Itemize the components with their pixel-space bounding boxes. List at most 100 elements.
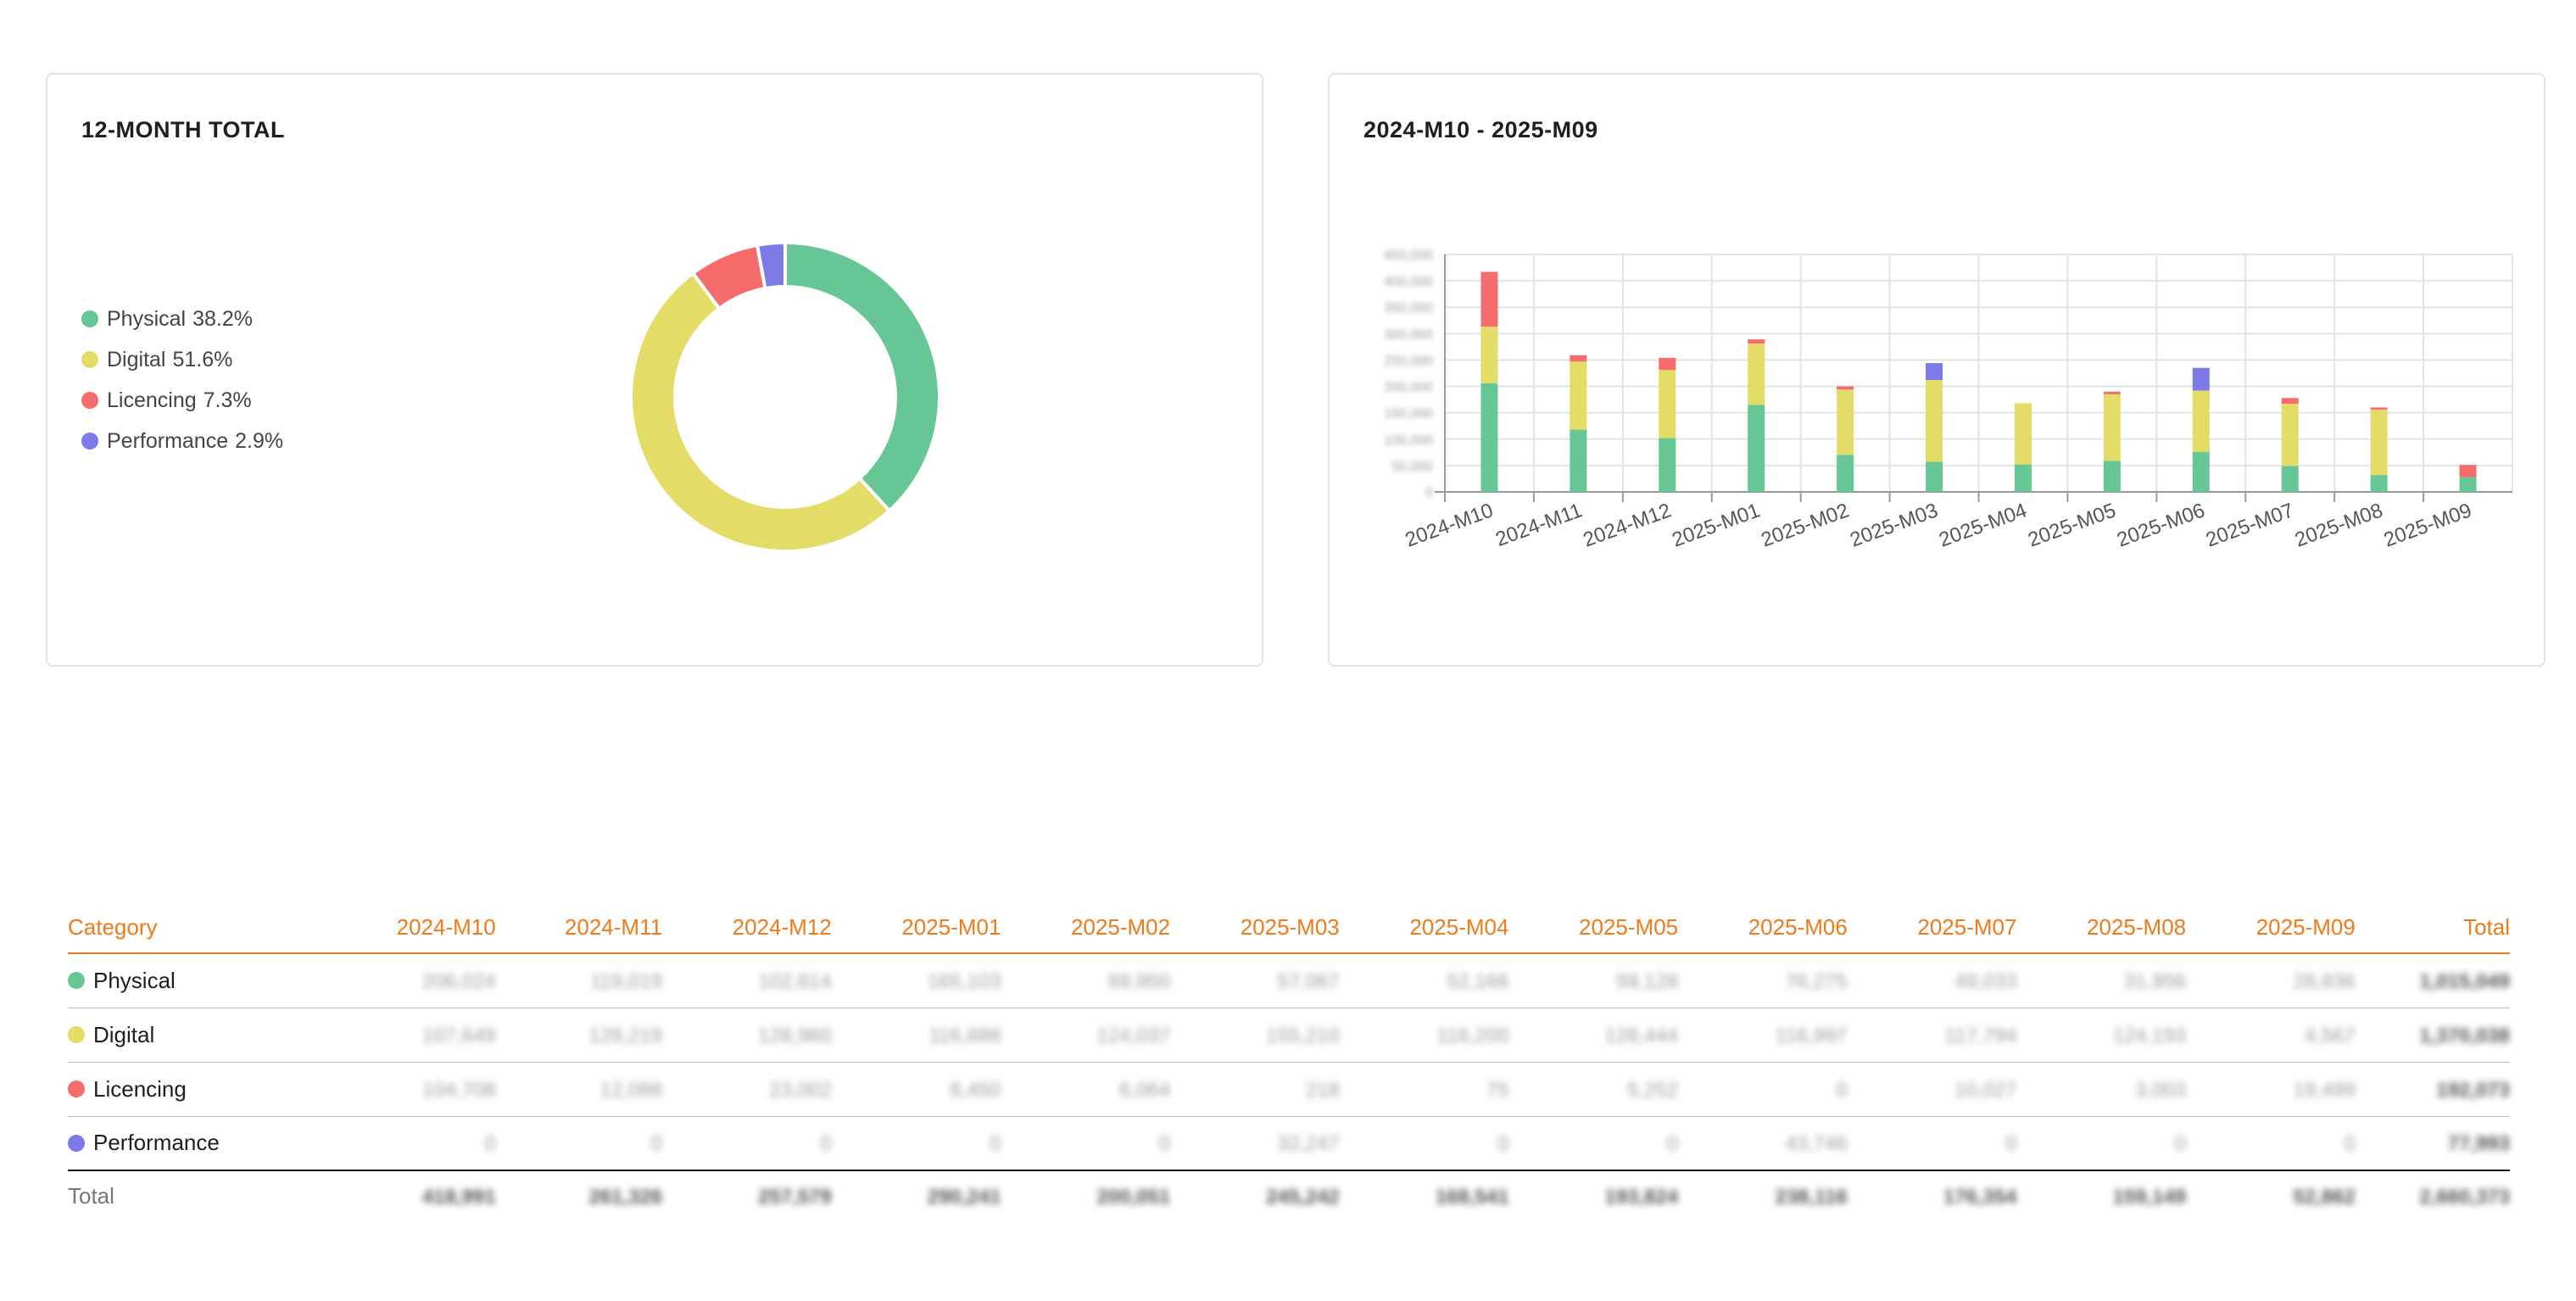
legend-item-digital[interactable]: Digital 51.6% bbox=[81, 339, 283, 380]
value-cell: 4,567 bbox=[2186, 1008, 2356, 1063]
cell-value: 10,027 bbox=[1954, 1078, 2017, 1102]
bar-digital-2025-m03 bbox=[1926, 380, 1943, 462]
column-header[interactable]: 2025-M09 bbox=[2186, 907, 2356, 954]
x-tick-label: 2025-M04 bbox=[1936, 499, 2030, 551]
cell-value: 107,649 bbox=[421, 1024, 496, 1047]
value-cell: 59,128 bbox=[1508, 953, 1679, 1008]
cell-value: 0 bbox=[1497, 1132, 1509, 1156]
category-dot-icon bbox=[68, 972, 85, 990]
cell-value: 128,960 bbox=[757, 1024, 832, 1047]
value-cell: 3,003 bbox=[2016, 1062, 2187, 1117]
total-value-cell: 261,326 bbox=[496, 1170, 662, 1221]
value-cell: 75 bbox=[1339, 1062, 1509, 1117]
y-tick-label: 50,000 bbox=[1391, 460, 1433, 474]
cell-value: 0 bbox=[1836, 1078, 1848, 1102]
y-tick-label: 300,000 bbox=[1384, 327, 1433, 342]
column-header[interactable]: 2025-M08 bbox=[2016, 907, 2187, 954]
category-label: Licencing bbox=[93, 1075, 187, 1102]
category-dot-icon bbox=[68, 1134, 85, 1152]
x-tick-label: 2025-M03 bbox=[1847, 499, 1941, 551]
cell-value: 0 bbox=[1158, 1132, 1171, 1156]
cell-value: 0 bbox=[820, 1132, 832, 1156]
total-value-cell: 238,116 bbox=[1678, 1170, 1847, 1221]
value-cell: 116,997 bbox=[1678, 1008, 1848, 1063]
cell-value: 119,019 bbox=[590, 969, 663, 993]
bar-physical-2025-m03 bbox=[1926, 461, 1943, 492]
legend-label: Physical bbox=[107, 306, 187, 331]
value-cell: 102,614 bbox=[662, 953, 832, 1008]
column-header[interactable]: 2025-M02 bbox=[1001, 907, 1171, 954]
legend-item-performance[interactable]: Performance 2.9% bbox=[81, 421, 283, 461]
bar-physical-2025-m09 bbox=[2459, 477, 2477, 492]
value-cell: 19,499 bbox=[2186, 1062, 2356, 1117]
bar-digital-2025-m02 bbox=[1837, 389, 1854, 455]
total-value: 290,241 bbox=[927, 1186, 1001, 1209]
bar-physical-2024-m12 bbox=[1659, 438, 1676, 492]
cell-value: 192,073 bbox=[2436, 1078, 2510, 1102]
value-cell: 117,794 bbox=[1847, 1008, 2017, 1063]
total-value-cell: 176,354 bbox=[1848, 1170, 2017, 1221]
y-tick-label: 100,000 bbox=[1384, 433, 1433, 448]
cell-value: 32,247 bbox=[1277, 1132, 1340, 1156]
x-tick-label: 2024-M11 bbox=[1492, 499, 1585, 551]
total-summary-card: 12-MONTH TOTAL Physical 38.2% Digital 51.6%… bbox=[46, 73, 1263, 667]
bar-physical-2024-m10 bbox=[1480, 382, 1498, 492]
legend-label: Performance bbox=[107, 428, 229, 453]
value-cell: 116,688 bbox=[831, 1008, 1001, 1063]
total-value-cell: 193,824 bbox=[1508, 1170, 1678, 1221]
column-header[interactable]: 2024-M10 bbox=[326, 907, 496, 954]
cell-value: 76,275 bbox=[1785, 969, 1848, 993]
column-header[interactable]: 2025-M03 bbox=[1170, 907, 1340, 954]
column-header[interactable]: 2025-M06 bbox=[1678, 907, 1848, 954]
column-header[interactable]: 2025-M07 bbox=[1847, 907, 2017, 954]
donut-slice-physical bbox=[783, 240, 941, 514]
column-header[interactable]: 2025-M04 bbox=[1339, 907, 1509, 954]
category-label: Digital bbox=[93, 1021, 155, 1047]
bar-digital-2024-m11 bbox=[1570, 361, 1587, 430]
bar-digital-2025-m04 bbox=[2014, 403, 2032, 465]
category-cell: Licencing bbox=[68, 1062, 327, 1117]
cell-value: 116,688 bbox=[928, 1024, 1001, 1047]
column-header-category[interactable]: Category bbox=[68, 907, 327, 954]
category-dot-icon bbox=[68, 1080, 85, 1097]
column-header[interactable]: Total bbox=[2355, 907, 2510, 954]
column-header[interactable]: 2024-M11 bbox=[495, 907, 663, 954]
cell-value: 0 bbox=[2005, 1132, 2017, 1156]
total-value: 52,862 bbox=[2293, 1186, 2356, 1209]
value-cell: 124,193 bbox=[2016, 1008, 2187, 1063]
table-row: Physical 206,024 119,019 102,614 165,103 69,9… bbox=[68, 953, 2510, 1008]
value-cell: 1,370,038 bbox=[2355, 1008, 2510, 1063]
bar-licencing-2025-m01 bbox=[1748, 339, 1765, 344]
value-cell: 218 bbox=[1170, 1062, 1340, 1117]
category-cell: Physical bbox=[68, 953, 327, 1008]
value-cell: 77,993 bbox=[2355, 1116, 2510, 1171]
legend-item-licencing[interactable]: Licencing 7.3% bbox=[81, 380, 283, 421]
bar-licencing-2025-m07 bbox=[2281, 398, 2299, 405]
donut-slice-digital bbox=[629, 271, 892, 553]
value-cell: 0 bbox=[1339, 1116, 1509, 1171]
column-header[interactable]: 2024-M12 bbox=[662, 907, 832, 954]
bar-licencing-2024-m10 bbox=[1480, 271, 1498, 327]
total-value: 168,541 bbox=[1435, 1186, 1509, 1209]
total-value: 257,579 bbox=[757, 1186, 832, 1209]
value-cell: 124,037 bbox=[1001, 1008, 1171, 1063]
x-tick-label: 2024-M12 bbox=[1581, 499, 1675, 551]
legend-item-physical[interactable]: Physical 38.2% bbox=[81, 299, 283, 339]
value-cell: 0 bbox=[1508, 1116, 1679, 1171]
cell-value: 0 bbox=[2174, 1132, 2187, 1156]
column-header[interactable]: 2025-M05 bbox=[1508, 907, 1679, 954]
y-tick-label: 150,000 bbox=[1384, 407, 1433, 422]
column-header[interactable]: 2025-M01 bbox=[831, 907, 1001, 954]
cell-value: 1,015,049 bbox=[2419, 969, 2510, 993]
value-cell: 8,450 bbox=[831, 1062, 1001, 1117]
value-cell: 0 bbox=[1678, 1062, 1848, 1117]
cell-value: 116,200 bbox=[1436, 1024, 1509, 1047]
value-cell: 107,649 bbox=[326, 1008, 496, 1063]
cell-value: 116,997 bbox=[1775, 1024, 1848, 1047]
total-value-cell: 200,051 bbox=[1001, 1170, 1170, 1221]
cell-value: 28,836 bbox=[2293, 969, 2356, 993]
x-tick-label: 2025-M07 bbox=[2203, 499, 2297, 551]
cell-value: 3,003 bbox=[2135, 1078, 2187, 1102]
cell-value: 129,219 bbox=[588, 1024, 663, 1047]
value-cell: 1,015,049 bbox=[2355, 953, 2510, 1008]
